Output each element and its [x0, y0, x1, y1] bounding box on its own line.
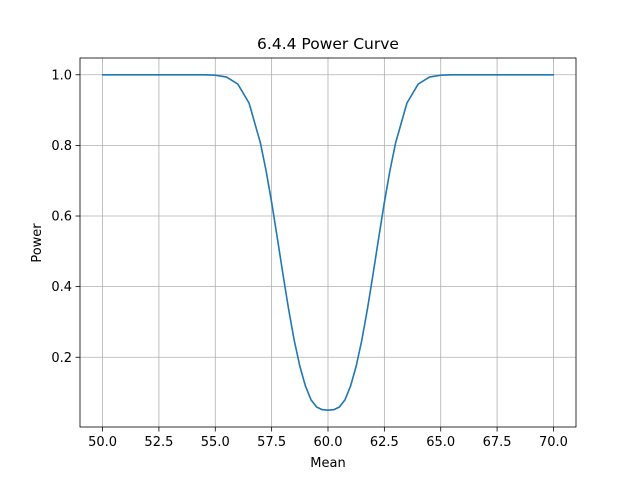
y-tick-label: 0.2	[51, 351, 72, 366]
x-tick-label: 55.0	[201, 435, 230, 450]
y-tick-label: 1.0	[51, 68, 72, 83]
y-tick-label: 0.4	[51, 280, 72, 295]
x-tick-label: 67.5	[483, 435, 512, 450]
series-layer	[101, 73, 555, 412]
power-series-line	[101, 73, 555, 412]
x-tick-label: 57.5	[257, 435, 286, 450]
y-tick-label: 0.6	[51, 210, 72, 225]
x-tick-label: 70.0	[539, 435, 568, 450]
y-tick-label: 0.8	[51, 139, 72, 154]
x-axis-label: Mean	[310, 456, 345, 471]
grid-lines	[80, 58, 576, 427]
x-tick-label: 60.0	[314, 435, 343, 450]
x-tick-label: 52.5	[144, 435, 173, 450]
x-tick-label: 65.0	[426, 435, 455, 450]
x-axis-ticks: 50.0 52.5 55.0 57.5 60.0 62.5 65.0 67.5 70.0	[88, 427, 568, 450]
x-tick-label: 50.0	[88, 435, 117, 450]
y-axis-ticks: 0.2 0.4 0.6 0.8 1.0	[51, 68, 80, 366]
y-axis-label: Power	[30, 223, 45, 263]
chart-title: 6.4.4 Power Curve	[257, 35, 399, 53]
x-tick-label: 62.5	[370, 435, 399, 450]
